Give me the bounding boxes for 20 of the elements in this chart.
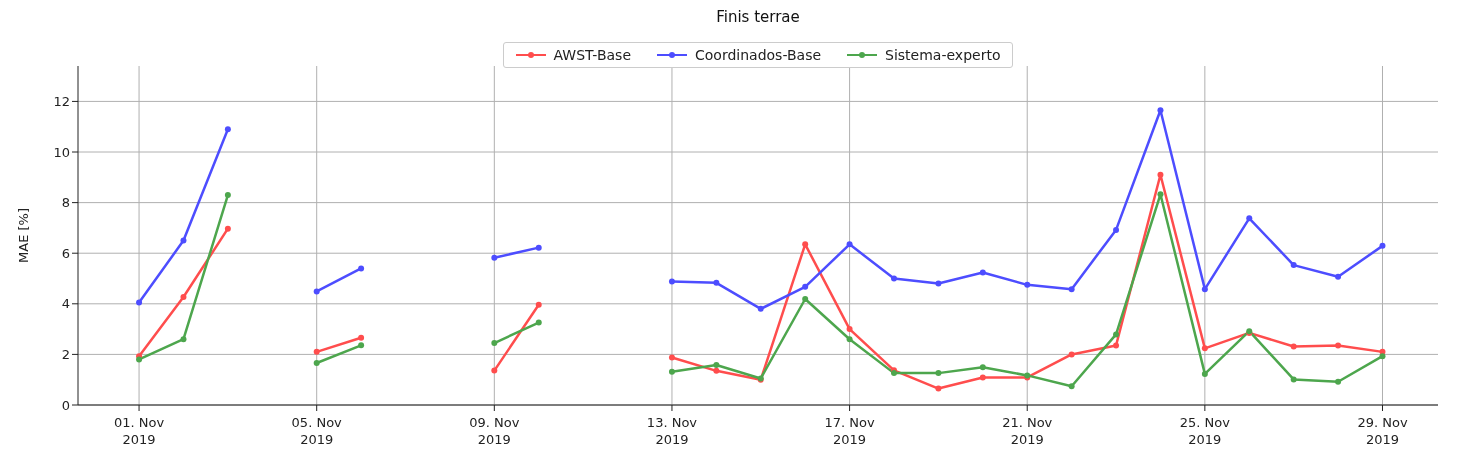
y-tick-label: 4 — [61, 296, 70, 312]
y-axis-title: MAE [%] — [15, 208, 31, 263]
chart-title: Finis terrae — [715, 8, 801, 28]
y-tick-label: 8 — [61, 195, 70, 211]
y-tick-label: 6 — [61, 245, 70, 261]
legend-label: Coordinados-Base — [694, 47, 822, 63]
y-tick-label: 10 — [53, 144, 70, 160]
x-tick-label: 13. Nov 2019 — [646, 415, 698, 447]
x-tick-label: 17. Nov 2019 — [824, 415, 875, 447]
y-tick-label: 2 — [61, 347, 70, 363]
legend-label: Sistema-experto — [884, 47, 1001, 63]
x-tick-label: 21. Nov 2019 — [1002, 415, 1053, 447]
x-tick-label: 25. Nov 2019 — [1179, 415, 1231, 447]
x-tick-label: 01. Nov 2019 — [113, 415, 165, 447]
x-tick-label: 29. Nov 2019 — [1357, 415, 1408, 447]
x-tick-label: 05. Nov 2019 — [291, 415, 343, 447]
y-tick-label: 12 — [53, 94, 70, 110]
y-tick-label: 0 — [61, 397, 70, 413]
legend-label: AWST-Base — [552, 47, 631, 63]
x-tick-label: 09. Nov 2019 — [469, 415, 520, 447]
